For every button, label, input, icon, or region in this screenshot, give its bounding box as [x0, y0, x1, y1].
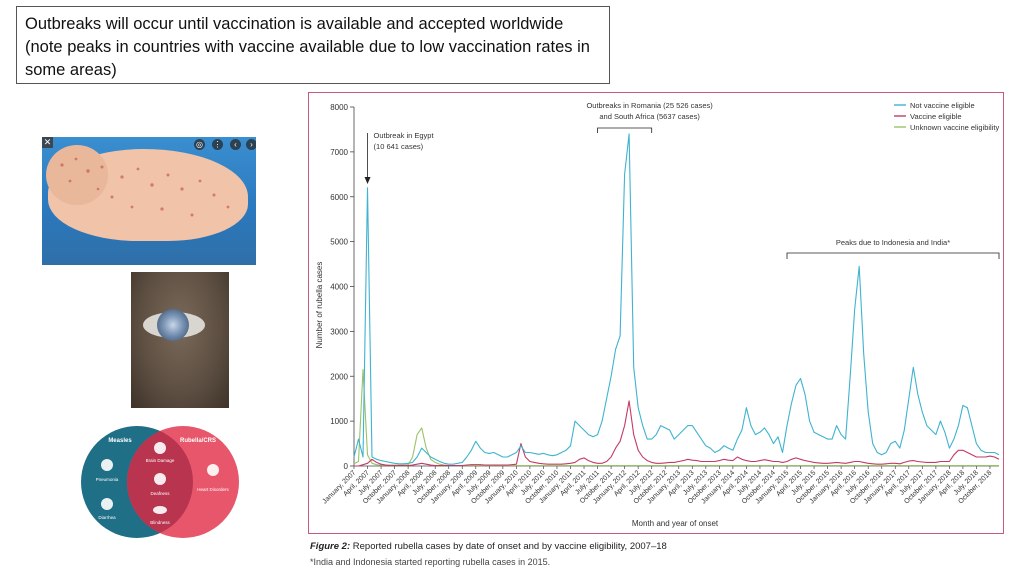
y-tick-label-2: 2000	[330, 372, 348, 381]
y-tick-label-7: 7000	[330, 148, 348, 157]
y-axis-label: Number of rubella cases	[315, 262, 324, 349]
annotation-romania-line1: Outbreaks in Romania (25 526 cases)	[586, 101, 713, 110]
y-tick-label-3: 3000	[330, 327, 348, 336]
figure-footnote: *India and Indonesia started reporting r…	[310, 557, 551, 567]
annotations: Outbreak in Egypt (10 641 cases) Outbreaks…	[364, 101, 1000, 259]
legend-label-0: Not vaccine eligible	[910, 101, 975, 110]
rubella-chart-frame: 0 1000 2000 3000 4000 5000 6000 7000 8000 January…	[308, 92, 1004, 534]
x-axis-label: Month and year of onset	[632, 519, 719, 528]
legend: Not vaccine eligible Vaccine eligible Unkn…	[894, 101, 999, 132]
prev-icon[interactable]: ‹	[230, 139, 241, 150]
slide-title: Outbreaks will occur until vaccination i…	[16, 6, 610, 84]
eye-icon	[153, 506, 167, 514]
annotation-romania-bracket	[597, 127, 653, 133]
figure-caption-text: Reported rubella cases by date of onset …	[350, 541, 667, 552]
y-tick-label-0: 0	[344, 462, 349, 471]
venn-item-blindness: Blindness	[150, 520, 170, 525]
venn-left-title: Measles	[108, 438, 132, 444]
series-lines	[353, 133, 1000, 467]
infant-rash-photo: ✕ ◎ ⋮ ‹ ›	[42, 137, 256, 265]
measles-rubella-venn: Measles Rubella/CRS Pneumonia Diarrhea B…	[81, 426, 239, 538]
annotation-egypt-arrow-head	[364, 177, 371, 184]
lungs-icon	[101, 459, 113, 471]
venn-item-deafness: Deafness	[150, 491, 170, 496]
annotation-egypt-line1: Outbreak in Egypt	[374, 131, 435, 140]
rash-spots	[60, 157, 230, 217]
figure-label: Figure 2:	[310, 541, 351, 552]
venn-item-brain-damage: Brain Damage	[146, 458, 175, 463]
y-tick-label-5: 5000	[330, 238, 348, 247]
legend-label-1: Vaccine eligible	[910, 112, 962, 121]
legend-label-2: Unknown vaccine eligibility	[910, 123, 999, 132]
heart-icon	[207, 464, 219, 476]
figure-caption: Figure 2: Reported rubella cases by date…	[310, 541, 667, 552]
y-tick-label-1: 1000	[330, 417, 348, 426]
cataract-eye-photo	[131, 272, 229, 408]
close-icon[interactable]: ✕	[42, 137, 53, 148]
series-line-2	[353, 368, 999, 467]
stomach-icon	[101, 498, 113, 510]
venn-item-heart-disorders: Heart Disorders	[197, 487, 229, 492]
infant-head	[46, 145, 108, 205]
venn-icons	[101, 442, 219, 514]
annotation-egypt-line2: (10 641 cases)	[374, 142, 424, 151]
ear-icon	[154, 473, 166, 485]
y-tick-label-6: 6000	[330, 193, 348, 202]
venn-item-diarrhea: Diarrhea	[98, 515, 116, 520]
y-tick-label-8: 8000	[330, 103, 348, 112]
venn-right-title: Rubella/CRS	[180, 438, 216, 444]
brain-icon	[154, 442, 166, 454]
series-line-0	[353, 133, 1000, 465]
venn-item-pneumonia: Pneumonia	[96, 477, 119, 482]
y-tick-label-4: 4000	[330, 283, 348, 292]
more-icon[interactable]: ⋮	[212, 139, 223, 150]
next-icon[interactable]: ›	[246, 139, 256, 150]
eye-iris	[157, 309, 189, 341]
annotation-indonesia-bracket	[786, 252, 1000, 259]
rubella-line-chart: 010002000300040005000600070008000January…	[315, 101, 1000, 528]
annotation-romania-line2: and South Africa (5637 cases)	[599, 112, 700, 121]
lens-icon[interactable]: ◎	[194, 139, 205, 150]
series-line-1	[354, 400, 1000, 467]
annotation-indonesia-india: Peaks due to Indonesia and India*	[836, 238, 950, 247]
